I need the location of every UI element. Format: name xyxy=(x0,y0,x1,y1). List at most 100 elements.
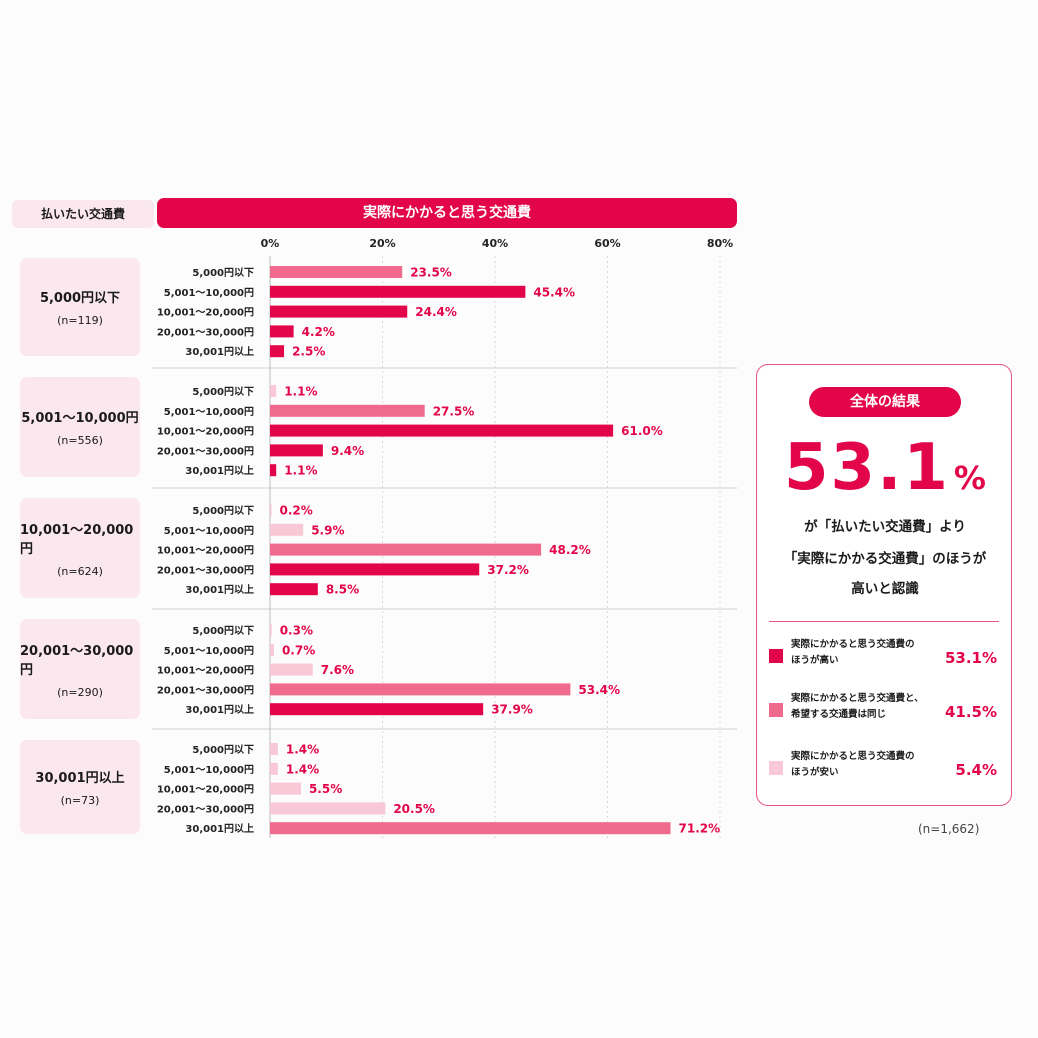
bar xyxy=(270,563,480,576)
summary-big-number: 53.1% xyxy=(757,431,1013,505)
group-label: 5,001〜10,000円 xyxy=(21,411,139,426)
summary-line-1: が「払いたい交通費」より xyxy=(804,519,966,535)
category-label: 10,001〜20,000円 xyxy=(157,307,254,319)
group-label: 5,000円以下 xyxy=(39,291,121,306)
group-box: 5,001〜10,000円 (n=556) xyxy=(20,377,140,477)
category-label: 10,001〜20,000円 xyxy=(157,784,254,796)
bar xyxy=(270,543,542,556)
bar xyxy=(270,345,285,358)
data-label: 4.2% xyxy=(302,325,335,339)
summary-panel: 全体の結果 53.1% が「払いたい交通費」より 「実際にかかる交通費」のほうが… xyxy=(756,364,1012,806)
x-tick-label: 0% xyxy=(261,237,280,250)
data-label: 1.1% xyxy=(284,385,317,399)
summary-number: 53.1 xyxy=(784,431,950,505)
legend-swatch xyxy=(769,649,783,663)
summary-line-2: 「実際にかかる交通費」のほうが xyxy=(783,551,987,567)
group-box: 10,001〜20,000円 (n=624) xyxy=(20,498,140,598)
data-label: 61.0% xyxy=(621,424,663,438)
legend-value: 53.1% xyxy=(944,649,997,667)
bar xyxy=(270,624,272,636)
bar xyxy=(270,424,614,437)
category-label: 5,001〜10,000円 xyxy=(164,406,254,418)
category-label: 20,001〜30,000円 xyxy=(157,803,254,815)
x-tick-label: 20% xyxy=(369,237,395,250)
category-label: 5,001〜10,000円 xyxy=(164,764,254,776)
group-n: (n=624) xyxy=(57,564,103,578)
legend-swatch xyxy=(769,761,783,775)
data-label: 1.4% xyxy=(286,743,319,757)
category-label: 5,001〜10,000円 xyxy=(164,645,254,657)
bar xyxy=(270,822,671,835)
data-label: 8.5% xyxy=(326,583,359,597)
category-label: 20,001〜30,000円 xyxy=(157,684,254,696)
group-n: (n=556) xyxy=(57,434,103,447)
legend-item-same: 実際にかかると思う交通費と、 希望する交通費は同じ 41.5% xyxy=(769,691,1001,727)
left-axis-header: 払いたい交通費 xyxy=(12,200,154,228)
category-label: 10,001〜20,000円 xyxy=(157,665,254,677)
data-label: 37.9% xyxy=(491,703,533,717)
category-label: 30,001円以上 xyxy=(185,464,254,477)
group-box: 20,001〜30,000円 (n=290) xyxy=(20,619,140,719)
bar xyxy=(270,504,272,516)
legend-value: 41.5% xyxy=(944,703,997,721)
category-label: 10,001〜20,000円 xyxy=(157,545,254,557)
category-label: 20,001〜30,000円 xyxy=(157,564,254,576)
category-label: 20,001〜30,000円 xyxy=(157,445,254,457)
legend-swatch xyxy=(769,703,783,717)
group-label: 30,001円以上 xyxy=(35,771,125,786)
bar xyxy=(270,802,386,815)
legend-value: 5.4% xyxy=(955,761,997,779)
bar xyxy=(270,683,571,696)
category-label: 5,000円以下 xyxy=(192,386,254,398)
data-label: 24.4% xyxy=(415,305,457,319)
bar xyxy=(270,325,294,338)
data-label: 48.2% xyxy=(549,543,591,557)
data-label: 1.1% xyxy=(284,464,317,478)
data-label: 5.5% xyxy=(309,782,342,796)
legend-item-higher: 実際にかかると思う交通費の ほうが高い 53.1% xyxy=(769,637,1001,673)
bar xyxy=(270,404,425,417)
bar xyxy=(270,266,403,278)
category-label: 20,001〜30,000円 xyxy=(157,326,254,338)
data-label: 9.4% xyxy=(331,444,364,458)
data-label: 0.3% xyxy=(280,624,313,638)
summary-line-3: 高いと認識 xyxy=(851,581,919,597)
category-label: 10,001〜20,000円 xyxy=(157,426,254,438)
x-tick-label: 40% xyxy=(482,237,508,250)
group-box: 30,001円以上 (n=73) xyxy=(20,740,140,834)
summary-divider xyxy=(769,621,999,622)
data-label: 5.9% xyxy=(311,523,344,537)
category-label: 30,001円以上 xyxy=(185,703,254,716)
data-label: 0.2% xyxy=(280,504,313,518)
data-label: 53.4% xyxy=(578,683,620,697)
bar xyxy=(270,385,277,397)
summary-unit: % xyxy=(953,459,986,497)
group-n: (n=73) xyxy=(60,794,100,807)
bar xyxy=(270,782,301,795)
category-label: 30,001円以上 xyxy=(185,345,254,358)
bar xyxy=(270,523,304,536)
group-n: (n=119) xyxy=(57,314,103,327)
data-label: 7.6% xyxy=(321,663,354,677)
group-label: 20,001〜30,000円 xyxy=(20,643,134,678)
bar xyxy=(270,285,526,298)
data-label: 45.4% xyxy=(533,285,575,299)
legend-item-lower: 実際にかかると思う交通費の ほうが安い 5.4% xyxy=(769,749,1001,785)
summary-badge: 全体の結果 xyxy=(809,387,961,417)
data-label: 71.2% xyxy=(679,822,721,836)
category-label: 30,001円以上 xyxy=(185,583,254,596)
bar xyxy=(270,583,318,596)
top-axis-header: 実際にかかると思う交通費 xyxy=(157,198,737,228)
bar xyxy=(270,703,484,716)
bar xyxy=(270,444,323,457)
bar xyxy=(270,762,278,775)
bar xyxy=(270,464,277,477)
legend-text: 実際にかかると思う交通費と、 希望する交通費は同じ xyxy=(791,693,924,720)
category-label: 5,000円以下 xyxy=(192,267,254,279)
category-label: 5,001〜10,000円 xyxy=(164,287,254,299)
data-label: 23.5% xyxy=(410,266,452,280)
bar xyxy=(270,663,313,676)
category-label: 30,001円以上 xyxy=(185,822,254,835)
footnote: (n=1,662) xyxy=(918,822,980,836)
category-label: 5,000円以下 xyxy=(192,744,254,756)
